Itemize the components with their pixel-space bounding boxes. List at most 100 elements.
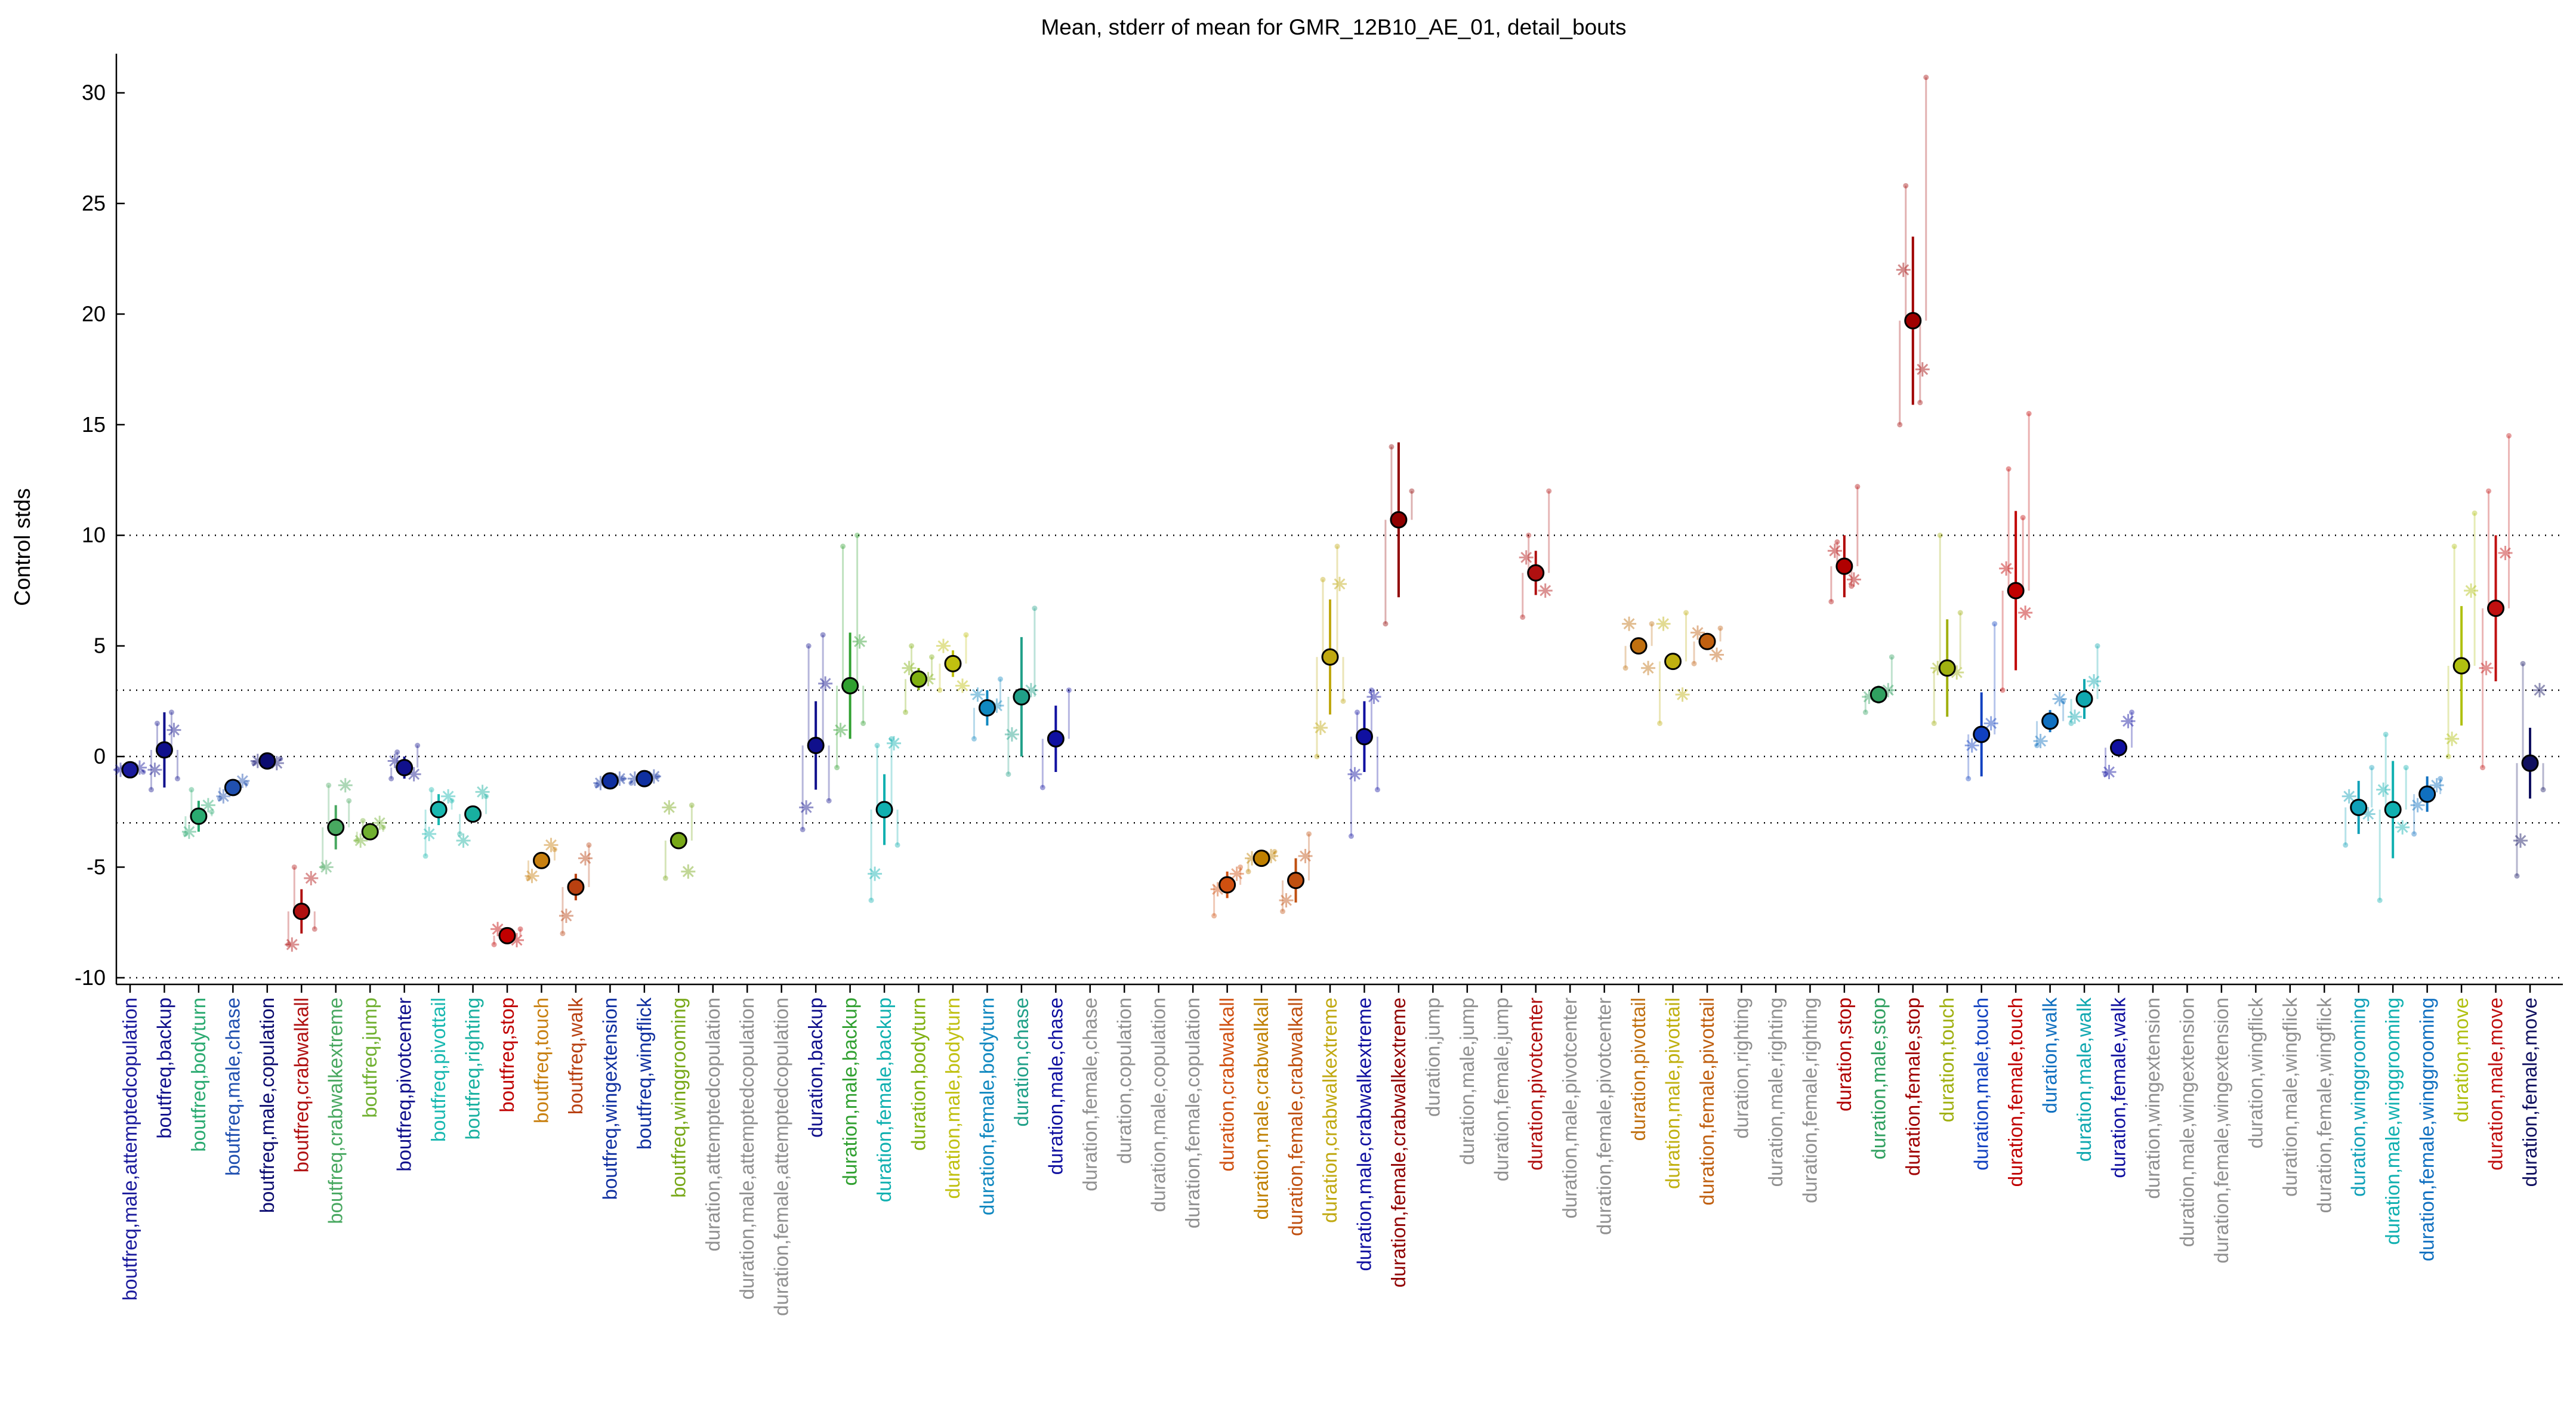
star-stroke: [1882, 684, 1894, 696]
x-tick-label: duration,male,backup: [839, 998, 861, 1186]
star-stroke: [2446, 733, 2458, 745]
sample-point: [209, 809, 215, 815]
sample-star: [2498, 545, 2513, 560]
mean-marker: [2110, 739, 2128, 756]
sample-point: [291, 864, 297, 870]
star-stroke: [1315, 722, 1326, 734]
sample-star: [2395, 820, 2410, 835]
x-tick-label: duration,female,touch: [2004, 998, 2026, 1187]
x-tick-label: duration,chase: [1010, 998, 1032, 1126]
sample-point: [1409, 488, 1415, 494]
mean-marker: [875, 801, 893, 819]
star-stroke: [2103, 766, 2115, 778]
star-stroke: [854, 635, 866, 647]
star-stroke: [2515, 835, 2526, 847]
sample-point: [551, 847, 557, 853]
sample-point: [1849, 583, 1855, 589]
sample-point: [2472, 510, 2478, 516]
star-stroke: [2000, 563, 2012, 575]
x-tick-label: duration,male,crabwalkall: [1250, 998, 1272, 1219]
star-stroke: [2035, 735, 2047, 747]
star-stroke: [2446, 733, 2458, 745]
sample-point: [1238, 864, 1244, 870]
x-tick-label: duration,male,copulation: [1147, 998, 1170, 1212]
star-stroke: [1985, 717, 1997, 729]
star-stroke: [168, 724, 180, 736]
star-stroke: [1006, 728, 1018, 740]
mean-marker: [635, 770, 653, 788]
sample-point: [189, 787, 195, 793]
star-stroke: [2069, 711, 2081, 722]
x-tick-label: duration,move: [2450, 998, 2472, 1122]
sample-point: [1649, 621, 1655, 627]
sample-star: [2121, 714, 2136, 728]
star-stroke: [2122, 715, 2134, 727]
x-tick-label: duration,male,winggrooming: [2381, 998, 2404, 1245]
star-stroke: [340, 779, 351, 791]
x-tick-label: duration,female,righting: [1798, 998, 1821, 1203]
star-stroke: [511, 934, 523, 946]
sample-point: [483, 793, 489, 799]
y-tick-label: 15: [82, 412, 106, 437]
mean-marker: [498, 927, 516, 944]
y-tick-label: 20: [82, 301, 106, 326]
y-tick-label: -5: [87, 854, 106, 879]
star-stroke: [1334, 578, 1346, 590]
sample-star: [818, 676, 833, 691]
x-tick-label: duration,female,backup: [873, 998, 895, 1202]
sample-point: [929, 654, 935, 660]
x-tick-label: duration,winggrooming: [2347, 998, 2370, 1197]
sample-star: [887, 736, 902, 751]
star-stroke: [869, 868, 881, 880]
sample-point: [243, 780, 249, 786]
x-tick-label: duration,male,walk: [2073, 998, 2095, 1162]
mean-marker: [1527, 564, 1545, 582]
star-stroke: [2515, 835, 2526, 847]
sample-point: [628, 780, 634, 786]
sample-star: [2464, 583, 2479, 598]
sample-point: [1683, 610, 1689, 616]
x-tick-label: duration,jump: [1421, 998, 1443, 1117]
sample-star: [662, 800, 677, 815]
sample-star: [2102, 765, 2117, 780]
star-stroke: [2054, 693, 2066, 705]
sample-point: [2540, 787, 2546, 793]
star-stroke: [1281, 894, 1292, 906]
sample-star: [1298, 848, 1313, 863]
sample-star: [304, 871, 319, 886]
star-stroke: [183, 826, 195, 838]
plot-area: -10 -5 0 5 10 15 20 25 30 boutfreq,male,attempted…: [75, 54, 2563, 1316]
star-stroke: [2088, 675, 2100, 687]
sample-star: [1983, 716, 1998, 731]
star-stroke: [1349, 768, 1361, 780]
star-stroke: [2412, 799, 2424, 811]
sample-star: [1846, 572, 1861, 587]
sample-point: [662, 875, 668, 881]
sample-point: [311, 926, 317, 932]
sample-point: [889, 736, 894, 742]
sample-point: [1992, 621, 1998, 627]
star-stroke: [202, 799, 214, 811]
sample-point: [2480, 765, 2486, 771]
star-stroke: [320, 861, 332, 873]
sample-star: [2479, 660, 2494, 675]
sample-point: [1032, 606, 1038, 612]
sample-point: [360, 818, 366, 824]
star-stroke: [1623, 618, 1635, 630]
sample-point: [388, 776, 394, 782]
star-stroke: [2088, 675, 2100, 687]
x-tick-label: duration,female,crabwalkall: [1285, 998, 1307, 1236]
mean-marker: [1355, 728, 1373, 746]
mean-marker: [1835, 557, 1853, 575]
star-stroke: [442, 790, 454, 802]
star-stroke: [2500, 547, 2512, 559]
sample-point: [183, 831, 189, 837]
x-tick-label: duration,stop: [1833, 998, 1855, 1111]
x-tick-label: duration,male,wingextension: [2176, 998, 2198, 1247]
x-tick-label: duration,walk: [2039, 998, 2061, 1114]
star-stroke: [168, 724, 180, 736]
sample-star: [475, 785, 490, 799]
mean-marker: [2350, 798, 2368, 816]
star-stroke: [2431, 779, 2443, 791]
